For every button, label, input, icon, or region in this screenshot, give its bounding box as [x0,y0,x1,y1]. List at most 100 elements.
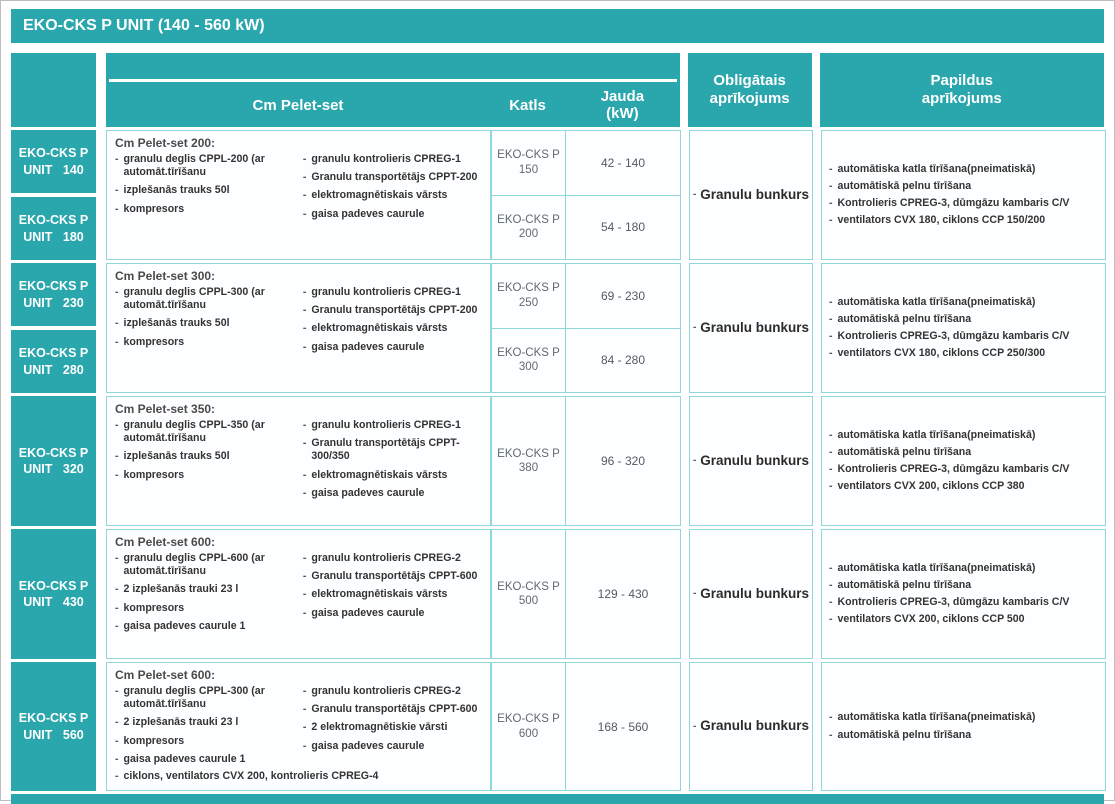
list-item: - gaisa padeves caurule 1 [115,752,246,765]
pelet-set-cell: Cm Pelet-set 300: - granulu deglis CPPL-3… [106,263,491,393]
list-item: - automātiska katla tīrīšana(pneimatiskā) [829,561,1036,574]
list-item: - granulu kontrolieris CPREG-1 [302,419,461,431]
column-header-jauda: Jauda (kW) [600,87,645,122]
list-item: - gaisa padeves caurule [302,739,425,752]
list-item: - automātiskā pelnu tīrīšana [829,578,972,591]
power-range: 129 - 430 [597,587,649,601]
boiler-model: EKO-CKS P 500 [492,530,566,658]
mandatory-equipment: Granulu bunkurs [700,452,810,468]
table-header: Cm Pelet-set Katls Jauda (kW) Obligātais… [11,53,1104,127]
list-item: - automātiskā pelnu tīrīšana [829,312,972,325]
power-range: 42 - 140 [600,155,646,170]
optional-equipment-cell: - automātiska katla tīrīšana(pneimatiskā)… [821,529,1106,659]
list-item: - ventilators CVX 200, ciklons CCP 380 [829,480,1025,493]
boiler-power-grid: EKO-CKS P 250 69 - 230 EKO-CKS P 300 84 … [491,263,681,393]
unit-badge-180: EKO-CKS P UNIT 180 [11,197,96,260]
power-range: 168 - 560 [597,719,649,734]
list-item: - gaisa padeves caurule [302,606,425,619]
pelet-set-title: Cm Pelet-set 600: [115,668,216,682]
pelet-set-title: Cm Pelet-set 350: [115,402,216,416]
list-item: -2 izplešanās trauki 23 l [115,716,239,729]
pelet-set-cell: Cm Pelet-set 600: - granulu deglis CPPL-6… [106,529,491,659]
unit-badge-320: EKO-CKS P UNIT 320 [11,396,96,526]
unit-badge-230: EKO-CKS P UNIT 230 [11,263,96,326]
list-item: - gaisa padeves caurule [302,486,425,499]
optional-equipment-cell: - automātiska katla tīrīšana(pneimatiskā)… [821,130,1106,260]
mandatory-equipment-cell: - Granulu bunkurs [689,396,813,526]
list-item: - elektromagnētiskais vārsts [302,468,448,481]
header-sidebar-spacer [11,53,96,127]
power-range: 96 - 320 [600,454,646,468]
list-item: - Kontrolieris CPREG-3, dūmgāzu kambaris … [829,197,1070,209]
boiler-model: EKO-CKS P 200 [492,195,566,259]
list-item: - granulu kontrolieris CPREG-2 [302,552,461,564]
list-item: - Kontrolieris CPREG-3, dūmgāzu kambaris … [829,596,1070,608]
list-item: - ventilators CVX 200, ciklons CCP 500 [829,613,1025,626]
column-header-papildus: Papildus aprīkojums [819,53,1104,127]
header-main-group: Cm Pelet-set Katls Jauda (kW) [105,53,680,127]
list-item: - automātiska katla tīrīšana(pneimatiskā) [829,711,1036,724]
unit-badge-430: EKO-CKS P UNIT 430 [11,529,96,659]
header-divider-line [108,79,677,82]
list-item: - ventilators CVX 180, ciklons CCP 250/30… [829,347,1046,360]
list-item: - automātiskā pelnu tīrīšana [829,445,972,458]
mandatory-equipment-cell: - Granulu bunkurs [689,662,813,791]
list-item: - granulu deglis CPPL-350 (ar automāt.tīr… [115,419,265,445]
unit-badge-560: EKO-CKS P UNIT 560 [11,662,96,791]
bottom-accent-strip [11,794,1104,804]
pelet-set-cell: Cm Pelet-set 200: - granulu deglis CPPL-2… [106,130,491,260]
list-item: - kompresors [115,468,185,481]
list-item: - kompresors [115,734,185,747]
unit-badge-280: EKO-CKS P UNIT 280 [11,330,96,393]
list-item: - automātiska katla tīrīšana(pneimatiskā) [829,295,1036,308]
table-row: EKO-CKS P UNIT 140 EKO-CKS P UNIT 180 Cm… [11,130,1106,260]
power-range: 69 - 230 [600,288,646,303]
boiler-power-grid: EKO-CKS P 150 42 - 140 EKO-CKS P 200 54 … [491,130,681,260]
mandatory-equipment: Granulu bunkurs [700,186,810,202]
list-item: - granulu deglis CPPL-600 (ar automāt.tīr… [115,552,265,578]
mandatory-equipment: Granulu bunkurs [700,718,810,734]
pelet-set-title: Cm Pelet-set 300: [115,269,216,283]
list-item: - izplešanās trauks 50l [115,317,230,330]
optional-equipment-cell: - automātiska katla tīrīšana(pneimatiskā)… [821,662,1106,791]
list-item: - granulu deglis CPPL-300 (ar automāt.tīr… [115,685,265,711]
mandatory-equipment: Granulu bunkurs [700,585,810,601]
pelet-set-title: Cm Pelet-set 600: [115,535,216,549]
table-row: EKO-CKS P UNIT 320 Cm Pelet-set 350: - gr… [11,396,1106,526]
optional-equipment-cell: - automātiska katla tīrīšana(pneimatiskā)… [821,263,1106,393]
list-item: - Granulu transportētājs CPPT-600 [302,570,478,583]
list-item: - Granulu transportētājs CPPT-300/350 [302,437,460,463]
power-range: 84 - 280 [600,353,646,368]
list-item: -2 elektromagnētiskie vārsti [302,721,448,734]
table-row: EKO-CKS P UNIT 430 Cm Pelet-set 600: - gr… [11,529,1106,659]
list-item: - izplešanās trauks 50l [115,450,230,463]
list-item: - granulu kontrolieris CPREG-1 [302,286,461,298]
mandatory-equipment-cell: - Granulu bunkurs [689,529,813,659]
list-item: - Granulu transportētājs CPPT-200 [302,304,478,317]
list-item: - gaisa padeves caurule 1 [115,619,246,632]
pelet-set-cell: Cm Pelet-set 600: - granulu deglis CPPL-3… [106,662,491,791]
boiler-model: EKO-CKS P 150 [492,131,566,195]
list-item: - kompresors [115,601,185,614]
column-header-pelet-set: Cm Pelet-set [252,96,344,114]
table-row: EKO-CKS P UNIT 560 Cm Pelet-set 600: - gr… [11,662,1106,791]
unit-badge-140: EKO-CKS P UNIT 140 [11,130,96,193]
pelet-set-title: Cm Pelet-set 200: [115,136,216,150]
boiler-model: EKO-CKS P 380 [492,397,566,525]
list-item: - automātiska katla tīrīšana(pneimatiskā) [829,162,1036,175]
list-item: - Granulu transportētājs CPPT-600 [302,703,478,716]
list-item: - ventilators CVX 180, ciklons CCP 150/20… [829,214,1046,227]
column-header-obligatais: Obligātais aprīkojums [687,53,812,127]
list-item: - elektromagnētiskais vārsts [302,322,448,335]
list-item: - Granulu transportētājs CPPT-200 [302,171,478,184]
list-item: - granulu kontrolieris CPREG-1 [302,153,461,165]
list-item: - elektromagnētiskais vārsts [302,588,448,601]
list-item: - gaisa padeves caurule [302,340,425,353]
mandatory-equipment: Granulu bunkurs [700,319,810,335]
list-item: - ciklons, ventilators CVX 200, kontrolie… [115,770,379,783]
boiler-power-grid: EKO-CKS P 380 96 - 320 [491,396,681,526]
list-item: - Kontrolieris CPREG-3, dūmgāzu kambaris … [829,463,1070,475]
list-item: - kompresors [115,202,185,215]
pelet-set-cell: Cm Pelet-set 350: - granulu deglis CPPL-3… [106,396,491,526]
power-range: 54 - 180 [600,220,646,235]
